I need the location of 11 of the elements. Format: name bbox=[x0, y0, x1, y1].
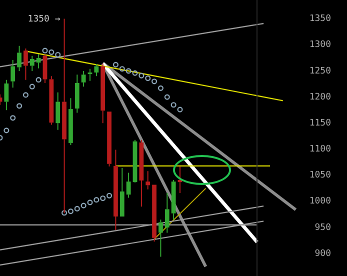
y-tick-label: 1150 bbox=[309, 118, 331, 128]
y-tick-label: 1350 bbox=[309, 14, 331, 24]
y-tick-label: 1050 bbox=[309, 170, 331, 181]
y-tick-label: 1250 bbox=[309, 66, 331, 76]
y-tick-label: 1000 bbox=[309, 196, 331, 207]
y-tick-label: 1100 bbox=[309, 144, 331, 155]
y-tick-label: 900 bbox=[314, 248, 331, 259]
y-tick-label: 1200 bbox=[309, 92, 331, 102]
y-tick-label: 950 bbox=[314, 222, 331, 233]
y-tick-label: 1300 bbox=[309, 40, 331, 50]
annotation: 1350 → bbox=[28, 14, 61, 24]
